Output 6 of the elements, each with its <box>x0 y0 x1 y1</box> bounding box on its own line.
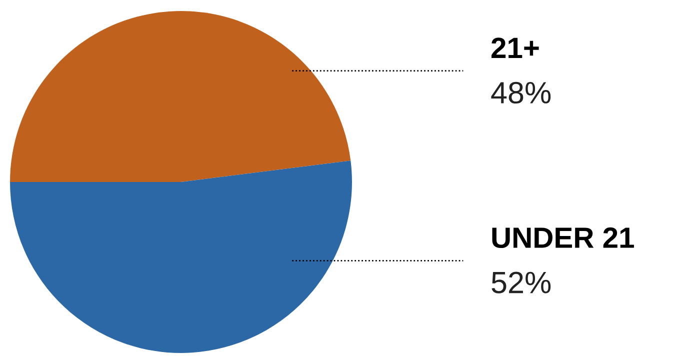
slice-label: UNDER 21 <box>492 227 634 248</box>
data-label: 48% <box>491 82 551 104</box>
pie-slice <box>10 160 352 353</box>
pie-slice <box>10 11 351 182</box>
slice-label: 21+ <box>492 38 539 58</box>
data-label: 52% <box>492 272 551 294</box>
